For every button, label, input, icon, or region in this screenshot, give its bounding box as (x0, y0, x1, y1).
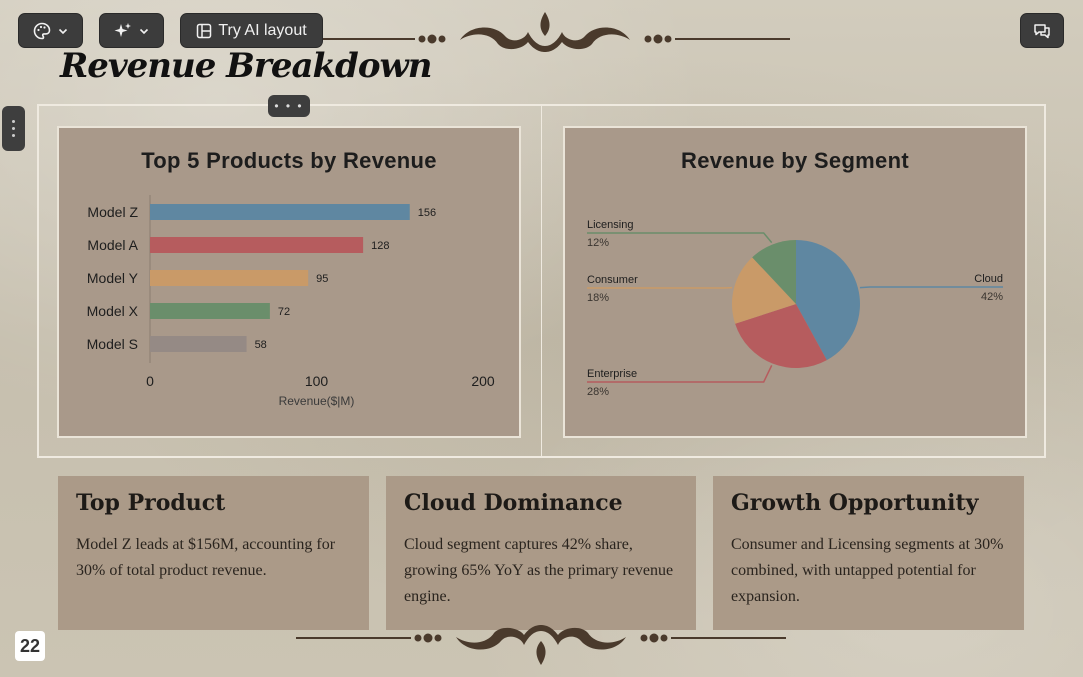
card-title: Cloud Dominance (404, 490, 623, 516)
bar-value-label: 72 (278, 306, 290, 318)
bar-value-label: 156 (418, 207, 436, 219)
slide-title: Revenue Breakdown (60, 46, 432, 86)
x-tick-label: 100 (305, 373, 329, 389)
chevron-down-icon (138, 25, 150, 37)
pie-chart: Cloud 42% Enterprise 28% Consumer 18% Licensin… (587, 219, 1003, 398)
bar-category-label: Model Z (87, 204, 138, 220)
page-number: 22 (15, 631, 45, 661)
pie-percent-label: 12% (587, 237, 609, 249)
bottom-ornament (296, 625, 786, 665)
bar-category-label: Model S (87, 336, 138, 352)
bar-value-label: 58 (255, 339, 267, 351)
x-axis-title: Revenue($|M) (279, 394, 355, 408)
bar-chart-panel: Top 5 Products by Revenue Model Z 156 Mode… (57, 126, 521, 438)
bar-category-label: Model A (87, 237, 138, 253)
pie-percent-label: 28% (587, 386, 609, 398)
pie-label: Consumer (587, 274, 638, 286)
card-title: Top Product (76, 490, 226, 516)
bar-value-label: 95 (316, 273, 328, 285)
insight-card-growth-opportunity: Growth Opportunity Consumer and Licensin… (713, 476, 1024, 630)
comments-button[interactable] (1020, 13, 1064, 48)
try-ai-layout-button[interactable]: Try AI layout (180, 13, 323, 48)
pie-slice (735, 304, 827, 368)
drag-handle-top[interactable]: • • • (268, 95, 310, 117)
chevron-down-icon (57, 25, 69, 37)
pie-slice (732, 257, 796, 324)
card-body: Model Z leads at $156M, accounting for 3… (76, 536, 336, 579)
card-title: Growth Opportunity (731, 490, 979, 516)
bar (150, 270, 309, 286)
x-tick-label: 200 (471, 373, 495, 389)
bar-category-label: Model X (87, 303, 139, 319)
try-ai-layout-label: Try AI layout (218, 21, 307, 39)
bar (150, 204, 410, 220)
pie-slice (752, 240, 796, 304)
pie-label: Licensing (587, 219, 633, 231)
ai-assist-button[interactable] (99, 13, 164, 48)
bar (150, 237, 364, 253)
layout-icon (196, 23, 212, 39)
pie-chart-title: Revenue by Segment (681, 148, 909, 173)
pie-chart-panel: Revenue by Segment Cloud 42% Enterprise 28%… (563, 126, 1027, 438)
bar-category-label: Model Y (87, 270, 139, 286)
comment-icon (1033, 22, 1051, 40)
bar-value-label: 128 (371, 240, 389, 252)
pie-percent-label: 18% (587, 292, 609, 304)
card-body: Cloud segment captures 42% share, growin… (404, 536, 674, 605)
theme-button[interactable] (18, 13, 83, 48)
pie-label: Enterprise (587, 368, 637, 380)
pie-percent-label: 42% (981, 291, 1003, 303)
card-body: Consumer and Licensing segments at 30% c… (731, 536, 1004, 605)
pie-slice (796, 240, 860, 361)
pie-leader-line (587, 365, 773, 383)
column-divider (541, 105, 542, 457)
drag-handle-left[interactable] (2, 106, 25, 151)
palette-icon (33, 22, 51, 40)
pie-label: Cloud (974, 273, 1003, 285)
bar-chart-title: Top 5 Products by Revenue (141, 148, 437, 173)
bar-chart: Model Z 156 Model A 128 Model Y 95 Model X 72 Mo… (87, 195, 495, 408)
x-tick-label: 0 (146, 373, 154, 389)
insight-card-cloud-dominance: Cloud Dominance Cloud segment captures 4… (386, 476, 696, 630)
sparkles-icon (114, 22, 132, 40)
top-ornament (300, 12, 790, 52)
bar (150, 336, 247, 352)
pie-leader-line (859, 286, 1003, 289)
insight-card-top-product: Top Product Model Z leads at $156M, acco… (58, 476, 369, 630)
pie-leader-line (587, 232, 773, 244)
bar (150, 303, 270, 319)
